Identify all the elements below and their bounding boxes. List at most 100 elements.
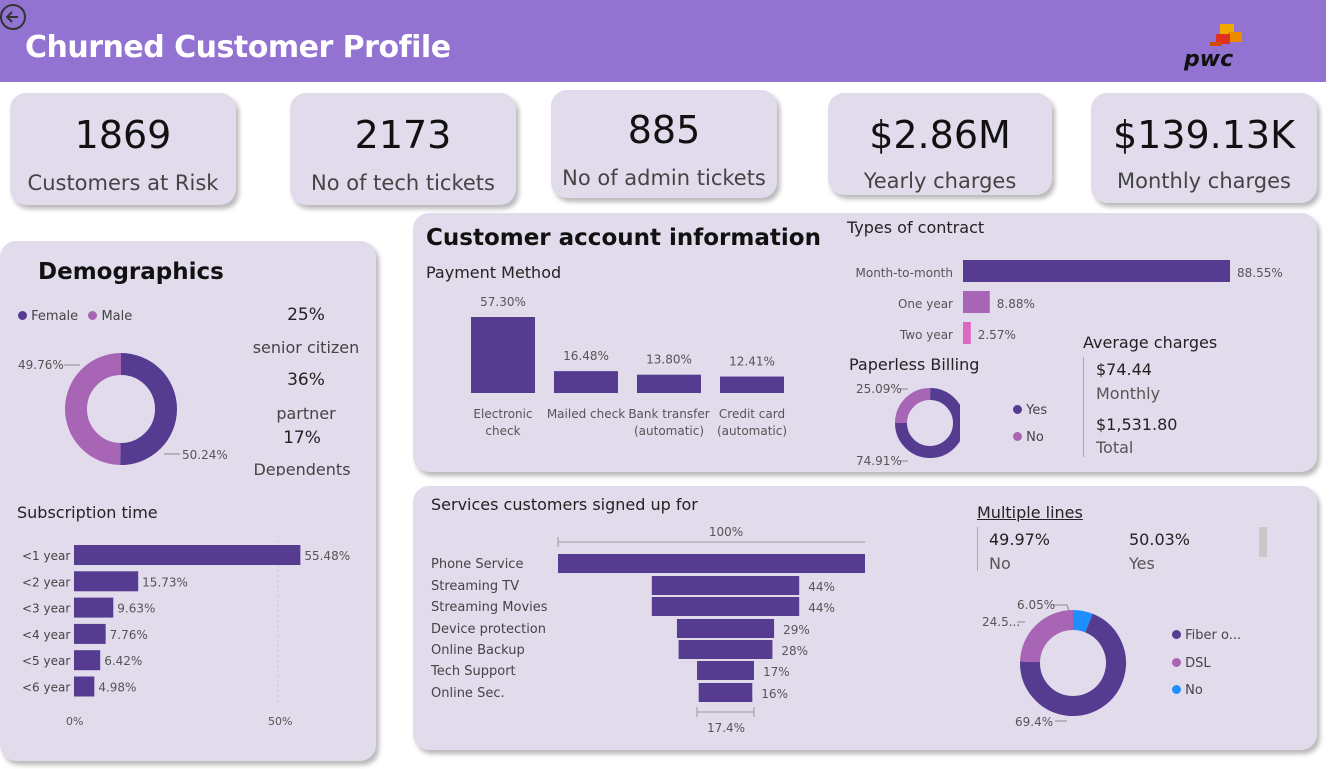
- ml-no-label: No: [989, 554, 1011, 573]
- paperless-title: Paperless Billing: [849, 355, 980, 374]
- category-label: Device protection: [431, 622, 546, 637]
- data-label: 13.80%: [646, 353, 692, 367]
- kpi-label: Customers at Risk: [27, 171, 219, 195]
- donut-slice-fiber: [1020, 613, 1126, 716]
- ml-yes-label: Yes: [1129, 554, 1155, 573]
- multiple-lines-title: Multiple lines: [977, 503, 1083, 522]
- donut-slice-no: [895, 388, 931, 424]
- data-label: 2.57%: [978, 328, 1016, 342]
- category-label: Online Sec.: [431, 686, 505, 701]
- bar: [74, 650, 101, 671]
- kpi-label: Monthly charges: [1117, 169, 1291, 193]
- payment-method-title: Payment Method: [426, 263, 562, 282]
- y-tick-label: <6 year: [22, 681, 70, 695]
- demographics-legend: Female Male: [18, 309, 132, 324]
- no-dot: [1013, 432, 1022, 441]
- no-internet-dot: [1172, 685, 1181, 694]
- bar: [720, 376, 784, 393]
- data-label: 44%: [808, 601, 835, 615]
- donut-slice-female: [119, 353, 177, 465]
- kpi-card-tech-tickets: 2173 No of tech tickets: [290, 93, 516, 205]
- data-label: 16.48%: [563, 349, 609, 363]
- data-label: 44%: [808, 580, 835, 594]
- x-tick-label: Bank transfer (automatic): [628, 407, 709, 438]
- header-bar: [0, 0, 1326, 82]
- kpi-value: $2.86M: [869, 113, 1011, 157]
- kpi-card-monthly-charges: $139.13K Monthly charges: [1091, 93, 1317, 203]
- data-label: 16%: [761, 687, 788, 701]
- x-tick-label: Credit card (automatic): [717, 407, 787, 438]
- bar: [637, 374, 701, 393]
- bar: [74, 623, 106, 644]
- bar: [74, 571, 139, 592]
- x-tick-label: Mailed check: [547, 407, 625, 421]
- pwc-logo: pwc: [1180, 22, 1250, 72]
- funnel-bar: [698, 683, 753, 702]
- scrollbar-thumb[interactable]: [1259, 527, 1267, 557]
- legend-dsl-label: DSL: [1185, 656, 1211, 671]
- category-label: Tech Support: [430, 664, 516, 679]
- back-arrow-icon[interactable]: [0, 4, 26, 30]
- internet-donut-chart: 6.05% 24.5... 69.4%: [982, 598, 1126, 729]
- donut-slice-no: [1072, 610, 1093, 633]
- internet-legend-dsl: DSL: [1172, 656, 1211, 671]
- data-label: 88.55%: [1237, 266, 1283, 280]
- yes-dot: [1013, 405, 1022, 414]
- kpi-value: $139.13K: [1112, 113, 1296, 157]
- kpi-card-customers-at-risk: 1869 Customers at Risk: [10, 93, 236, 205]
- x-tick-label: Electronic check: [473, 407, 532, 438]
- funnel-top-label: 100%: [709, 525, 743, 539]
- bar: [963, 322, 971, 344]
- internet-fiber-pct: 69.4%: [1015, 715, 1053, 729]
- x-tick-0: 0%: [66, 715, 83, 728]
- internet-legend-no: No: [1172, 683, 1203, 698]
- partner-value: 36%: [287, 370, 325, 390]
- avg-total-label: Total: [1096, 438, 1134, 457]
- payment-method-chart: 57.30% Electronic check 16.48% Mailed check 1…: [471, 295, 787, 438]
- avg-monthly-value: $74.44: [1096, 360, 1152, 379]
- demographics-title: Demographics: [38, 259, 224, 285]
- ml-yes-value: 50.03%: [1129, 530, 1191, 549]
- kpi-card-admin-tickets: 885 No of admin tickets: [551, 90, 777, 198]
- funnel-bar: [651, 576, 800, 595]
- paperless-legend-no: No: [1013, 430, 1044, 445]
- kpi-label: No of admin tickets: [562, 166, 766, 190]
- donut-slice-dsl: [1020, 610, 1074, 663]
- donut-slice-male: [65, 353, 122, 465]
- fiber-dot: [1172, 630, 1181, 639]
- ml-divider: [977, 527, 978, 571]
- kpi-value: 1869: [74, 113, 172, 157]
- bar: [554, 371, 618, 393]
- internet-dsl-pct: 24.5...: [982, 615, 1020, 629]
- data-label: 9.63%: [117, 602, 155, 616]
- senior-citizen-value: 25%: [287, 305, 325, 325]
- legend-no-label: No: [1026, 430, 1044, 445]
- services-funnel-chart: 100% Phone Service Streaming TV 44% Streami…: [430, 525, 865, 735]
- partner-label: partner: [276, 404, 336, 423]
- paperless-no-pct: 25.09%: [856, 382, 902, 396]
- funnel-bar: [678, 640, 773, 659]
- y-tick-label: <1 year: [22, 549, 70, 563]
- bar: [963, 291, 990, 313]
- dsl-dot: [1172, 658, 1181, 667]
- y-tick-label: Two year: [899, 328, 953, 342]
- data-label: 17%: [763, 665, 790, 679]
- kpi-value: 885: [627, 108, 701, 152]
- data-label: 8.88%: [997, 297, 1035, 311]
- dependents-label: Dependents: [253, 460, 351, 476]
- gender-donut-chart: 49.76% 50.24%: [18, 353, 228, 465]
- avg-charges-title: Average charges: [1083, 333, 1218, 352]
- subscription-title: Subscription time: [17, 503, 158, 522]
- legend-male-label: Male: [101, 309, 133, 324]
- category-label: Streaming TV: [431, 579, 519, 594]
- demographics-card: [0, 241, 376, 761]
- data-label: 4.98%: [98, 681, 136, 695]
- category-label: Streaming Movies: [431, 600, 548, 615]
- donut-slice-yes: [895, 388, 960, 458]
- data-label: 29%: [783, 623, 810, 637]
- subscription-bar-chart: <1 year 55.48% <2 year 15.73% <3 year 9.63% <4…: [22, 540, 350, 728]
- contract-title: Types of contract: [847, 218, 985, 237]
- y-tick-label: <3 year: [22, 602, 70, 616]
- category-label: Phone Service: [431, 557, 523, 572]
- data-label: 6.42%: [104, 654, 142, 668]
